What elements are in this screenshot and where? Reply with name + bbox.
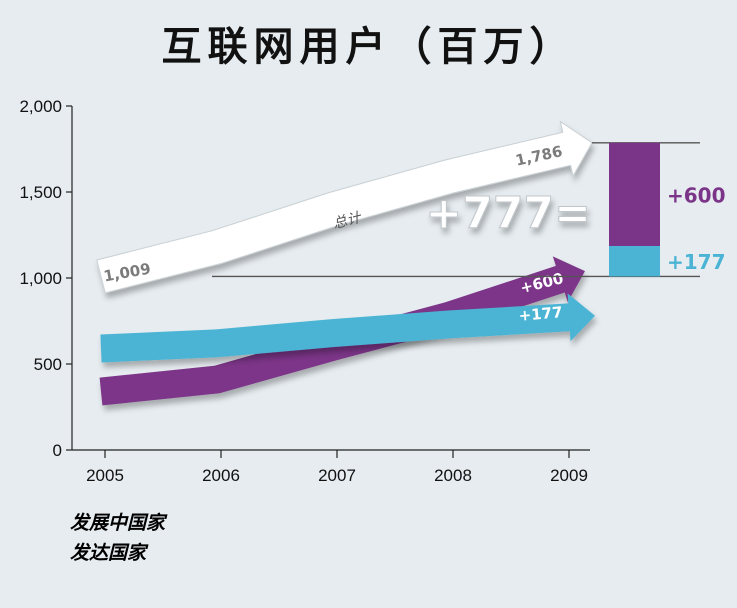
axes: 0 500 1,000 1,500 2,000 2005 2006 2007 2008 2009 bbox=[19, 97, 590, 485]
legend-developed: 发达国家 bbox=[70, 542, 147, 564]
summary-panel: +600 +177 +777= bbox=[212, 142, 726, 278]
y-tick-label: 0 bbox=[53, 441, 62, 460]
developed-bar bbox=[609, 246, 660, 277]
developing-bar bbox=[609, 142, 660, 247]
developed-summary-label: +177 bbox=[667, 250, 726, 274]
x-tick-label: 2008 bbox=[434, 466, 472, 485]
developing-summary-label: +600 bbox=[667, 183, 726, 207]
x-tick-label: 2009 bbox=[550, 466, 588, 485]
y-tick-label: 1,500 bbox=[19, 183, 62, 202]
y-tick-label: 500 bbox=[34, 355, 62, 374]
developed-arrow bbox=[100, 293, 596, 363]
chart-title: 互联网用户（百万） bbox=[161, 23, 576, 70]
total-arrow bbox=[96, 120, 593, 294]
y-tick-label: 1,000 bbox=[19, 269, 62, 288]
x-tick-label: 2006 bbox=[202, 466, 240, 485]
developed-arrow-label: +177 bbox=[518, 303, 563, 325]
total-change-label: +777= bbox=[425, 188, 591, 239]
y-tick-label: 2,000 bbox=[19, 97, 62, 116]
legend-developing: 发展中国家 bbox=[70, 512, 166, 534]
x-tick-label: 2005 bbox=[86, 466, 124, 485]
x-tick-label: 2007 bbox=[318, 466, 356, 485]
total-series-label: 总计 bbox=[332, 209, 365, 232]
